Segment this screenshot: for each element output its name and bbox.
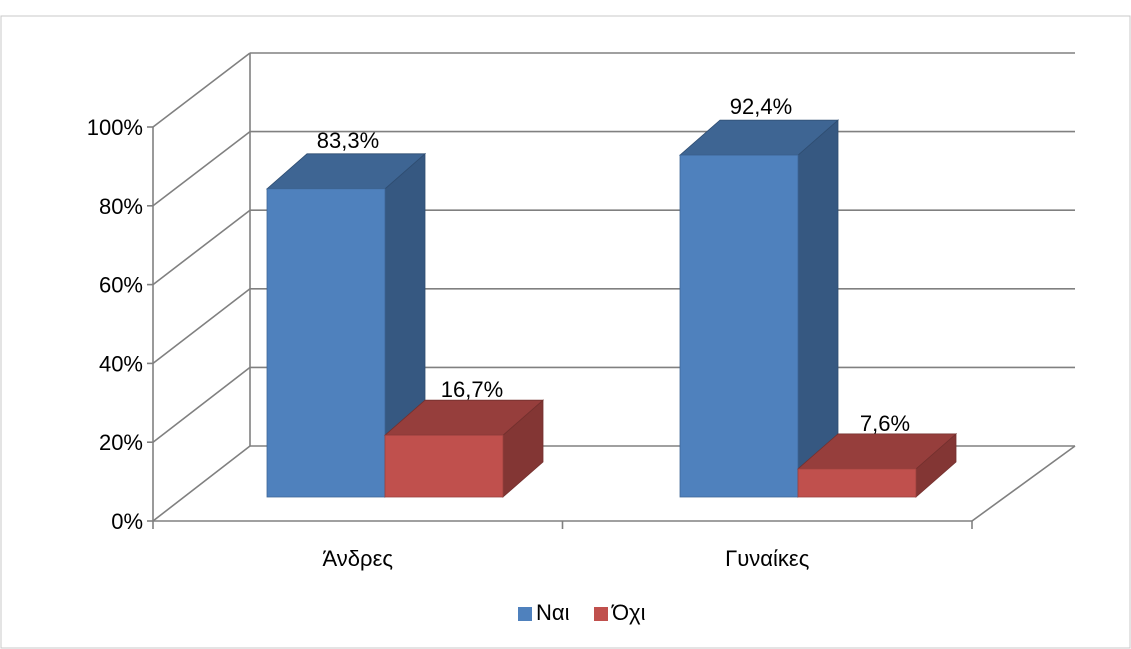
y-tick-label: 80% xyxy=(99,194,143,219)
y-tick-label: 100% xyxy=(87,115,143,140)
floor-right-edge xyxy=(971,445,1076,522)
legend-swatch xyxy=(518,607,532,621)
data-label: 7,6% xyxy=(860,411,910,436)
data-label: 16,7% xyxy=(441,377,503,402)
gridline-side xyxy=(152,445,251,522)
y-tick-label: 60% xyxy=(99,273,143,298)
x-tick-label: Άνδρες xyxy=(323,546,393,571)
data-label: 83,3% xyxy=(317,128,379,153)
gridline-side xyxy=(152,52,251,128)
x-tick-label: Γυναίκες xyxy=(725,546,809,571)
bars xyxy=(265,119,958,498)
data-label: 92,4% xyxy=(730,94,792,119)
gridline-side xyxy=(152,288,251,365)
bar-front-face xyxy=(679,154,799,498)
bar-front-face xyxy=(797,468,917,498)
bar-front-face xyxy=(384,434,504,498)
legend-label: Όχι xyxy=(611,600,646,625)
bar-Όχι-Γυναίκες xyxy=(796,432,958,498)
y-tick-label: 40% xyxy=(99,351,143,376)
legend-swatch xyxy=(594,607,608,621)
bar-Όχι-Άνδρες xyxy=(383,399,545,498)
bar-Ναι-Γυναίκες xyxy=(678,119,840,498)
bar-front-face xyxy=(266,188,386,498)
legend: Ναι Όχι xyxy=(518,600,646,625)
chart-border xyxy=(0,15,1131,649)
axes: 0% 20% 40% 60% 80% 100% Άνδρες Γυναίκες xyxy=(87,115,973,571)
y-tick-label: 0% xyxy=(111,509,143,534)
y-tick-label: 20% xyxy=(99,430,143,455)
gridline-side xyxy=(152,130,251,207)
legend-label: Ναι xyxy=(536,600,570,625)
gridline-side xyxy=(152,209,251,286)
data-labels: 83,3% 16,7% 92,4% 7,6% xyxy=(317,94,910,436)
gridline-side xyxy=(152,366,251,443)
